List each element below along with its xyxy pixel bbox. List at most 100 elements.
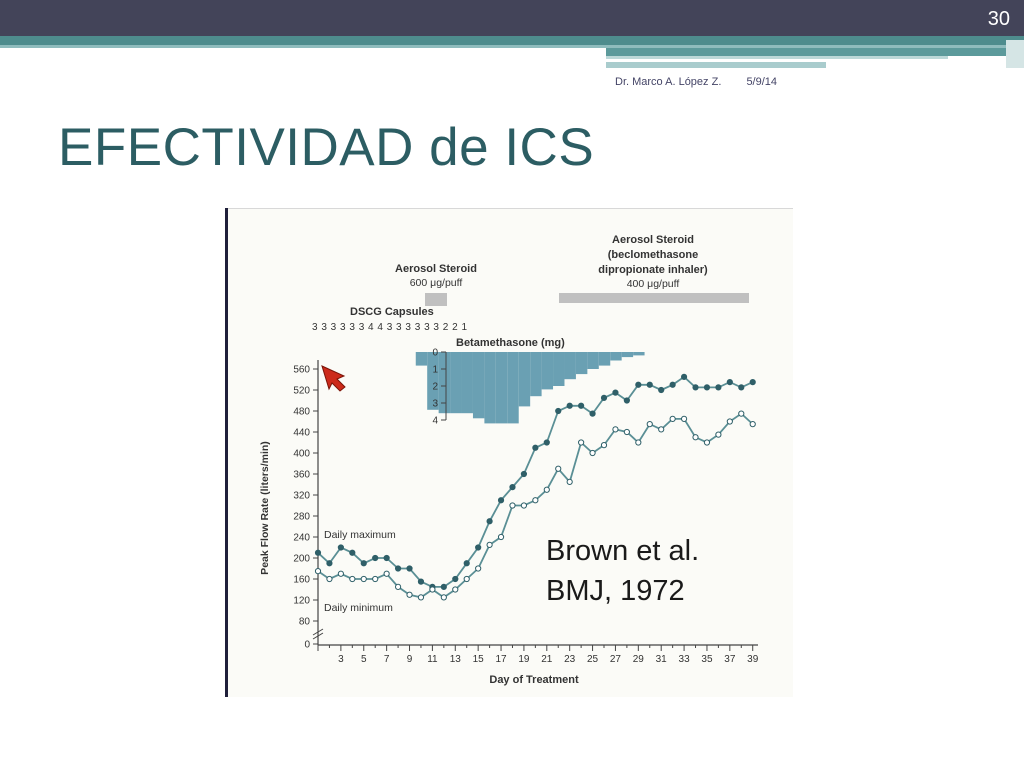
y-tick-label: 0 xyxy=(304,640,310,651)
betamethasone-bar xyxy=(484,352,496,424)
decor-strip xyxy=(606,56,948,59)
betamethasone-bar xyxy=(610,352,622,361)
daily-maximum-point xyxy=(658,386,665,394)
figure-left-border xyxy=(225,208,228,697)
slide-number: 30 xyxy=(987,8,1010,30)
y-tick-label: 360 xyxy=(293,470,310,481)
daily-maximum-point xyxy=(394,565,402,572)
y-tick-label: 120 xyxy=(293,596,310,607)
daily-maximum-point xyxy=(578,402,585,409)
betamethasone-tick-label: 0 xyxy=(432,348,438,359)
betamethasone-label: Betamethasone (mg) xyxy=(456,337,565,349)
betamethasone-bar xyxy=(495,352,508,424)
betamethasone-bar xyxy=(564,352,576,380)
daily-minimum-point xyxy=(566,478,573,485)
daily-minimum-point xyxy=(715,431,722,438)
daily-maximum-point xyxy=(337,544,344,551)
daily-minimum-point xyxy=(429,586,436,593)
daily-maximum-point xyxy=(612,389,619,396)
betamethasone-bar xyxy=(530,352,542,397)
x-tick-label: 19 xyxy=(518,654,530,665)
betamethasone-bar xyxy=(633,352,645,356)
daily-minimum-point xyxy=(669,415,676,422)
daily-minimum-point xyxy=(543,486,550,493)
x-tick-label: 11 xyxy=(427,654,438,665)
aerosol-2-line2: (beclomethasone xyxy=(608,249,698,261)
daily-maximum-point xyxy=(383,554,390,562)
daily-maximum-point xyxy=(669,381,676,388)
daily-maximum-point xyxy=(497,497,505,504)
aerosol-2-line1: Aerosol Steroid xyxy=(612,234,694,246)
betamethasone-bar xyxy=(507,352,519,424)
chart-ticks: 0 80 120 160 200 240 280 320 360 400 440 480 520 560 3… xyxy=(293,365,758,666)
x-tick-label: 37 xyxy=(724,654,736,665)
daily-minimum-point xyxy=(578,439,585,446)
betamethasone-bar xyxy=(553,352,565,386)
daily-maximum-point xyxy=(623,397,630,404)
daily-minimum-point xyxy=(703,439,711,446)
aerosol-2-bar xyxy=(559,293,749,303)
daily-minimum-point xyxy=(314,568,322,575)
daily-minimum-line xyxy=(317,412,754,599)
daily-minimum-point xyxy=(738,410,745,417)
aerosol-1-dose: 600 μg/puff xyxy=(410,277,463,289)
betamethasone-bar xyxy=(518,352,531,407)
daily-maximum-point xyxy=(635,381,642,388)
betamethasone-bar xyxy=(621,352,634,358)
x-tick-label: 29 xyxy=(633,654,645,665)
x-tick-label: 39 xyxy=(747,654,759,665)
y-tick-label: 200 xyxy=(293,554,310,565)
daily-maximum-point xyxy=(520,470,528,478)
daily-maximum-point xyxy=(600,394,608,401)
chart-figure xyxy=(225,208,793,697)
daily-maximum-point xyxy=(726,379,733,386)
daily-minimum-point xyxy=(497,533,505,541)
footer-date: 5/9/14 xyxy=(746,76,778,88)
x-tick-label: 17 xyxy=(495,654,507,665)
daily-maximum-point xyxy=(509,484,516,491)
aerosol-dose-bars xyxy=(425,293,749,306)
decor-strip xyxy=(606,62,826,68)
slide-teal-band xyxy=(0,36,1024,45)
daily-maximum-label: Daily maximum xyxy=(324,529,396,541)
x-tick-label: 31 xyxy=(656,654,668,665)
x-axis-label: Day of Treatment xyxy=(489,674,579,686)
betamethasone-tick-label: 2 xyxy=(432,382,438,393)
page-title: EFECTIVIDAD de ICS xyxy=(58,118,595,177)
y-tick-label: 440 xyxy=(293,428,310,439)
decor-block xyxy=(1006,40,1024,68)
y-tick-label: 320 xyxy=(293,491,310,502)
daily-minimum-point xyxy=(406,591,413,598)
daily-minimum-point xyxy=(555,465,562,472)
daily-minimum-point xyxy=(520,502,528,509)
daily-maximum-point xyxy=(566,402,573,409)
aerosol-2-dose: 400 μg/puff xyxy=(627,278,680,290)
daily-maximum-point xyxy=(360,560,367,567)
y-tick-label: 520 xyxy=(293,386,310,397)
betamethasone-bar xyxy=(415,352,428,366)
x-tick-label: 25 xyxy=(587,654,599,665)
decor-strip xyxy=(606,48,1024,56)
daily-maximum-point xyxy=(326,560,333,567)
daily-maximum-point xyxy=(440,583,447,590)
betamethasone-tick-label: 3 xyxy=(432,399,438,410)
betamethasone-bar xyxy=(427,352,439,410)
daily-minimum-point xyxy=(452,586,459,593)
x-tick-label: 7 xyxy=(384,654,390,665)
daily-minimum-point xyxy=(372,575,379,583)
daily-minimum-point xyxy=(692,434,699,441)
daily-minimum-point xyxy=(475,565,482,572)
betamethasone-bars: 0 1 2 3 4 xyxy=(415,348,645,427)
daily-maximum-point xyxy=(486,518,493,525)
betamethasone-bar xyxy=(450,352,462,414)
x-tick-label: 27 xyxy=(610,654,622,665)
daily-minimum-point xyxy=(635,439,642,446)
betamethasone-bar xyxy=(541,352,554,390)
aerosol-1-label: Aerosol Steroid xyxy=(395,263,477,275)
daily-minimum-point xyxy=(360,575,367,583)
daily-minimum-point xyxy=(623,428,630,436)
x-tick-label: 21 xyxy=(541,654,553,665)
daily-minimum-point xyxy=(326,575,333,583)
daily-minimum-point xyxy=(726,418,733,425)
